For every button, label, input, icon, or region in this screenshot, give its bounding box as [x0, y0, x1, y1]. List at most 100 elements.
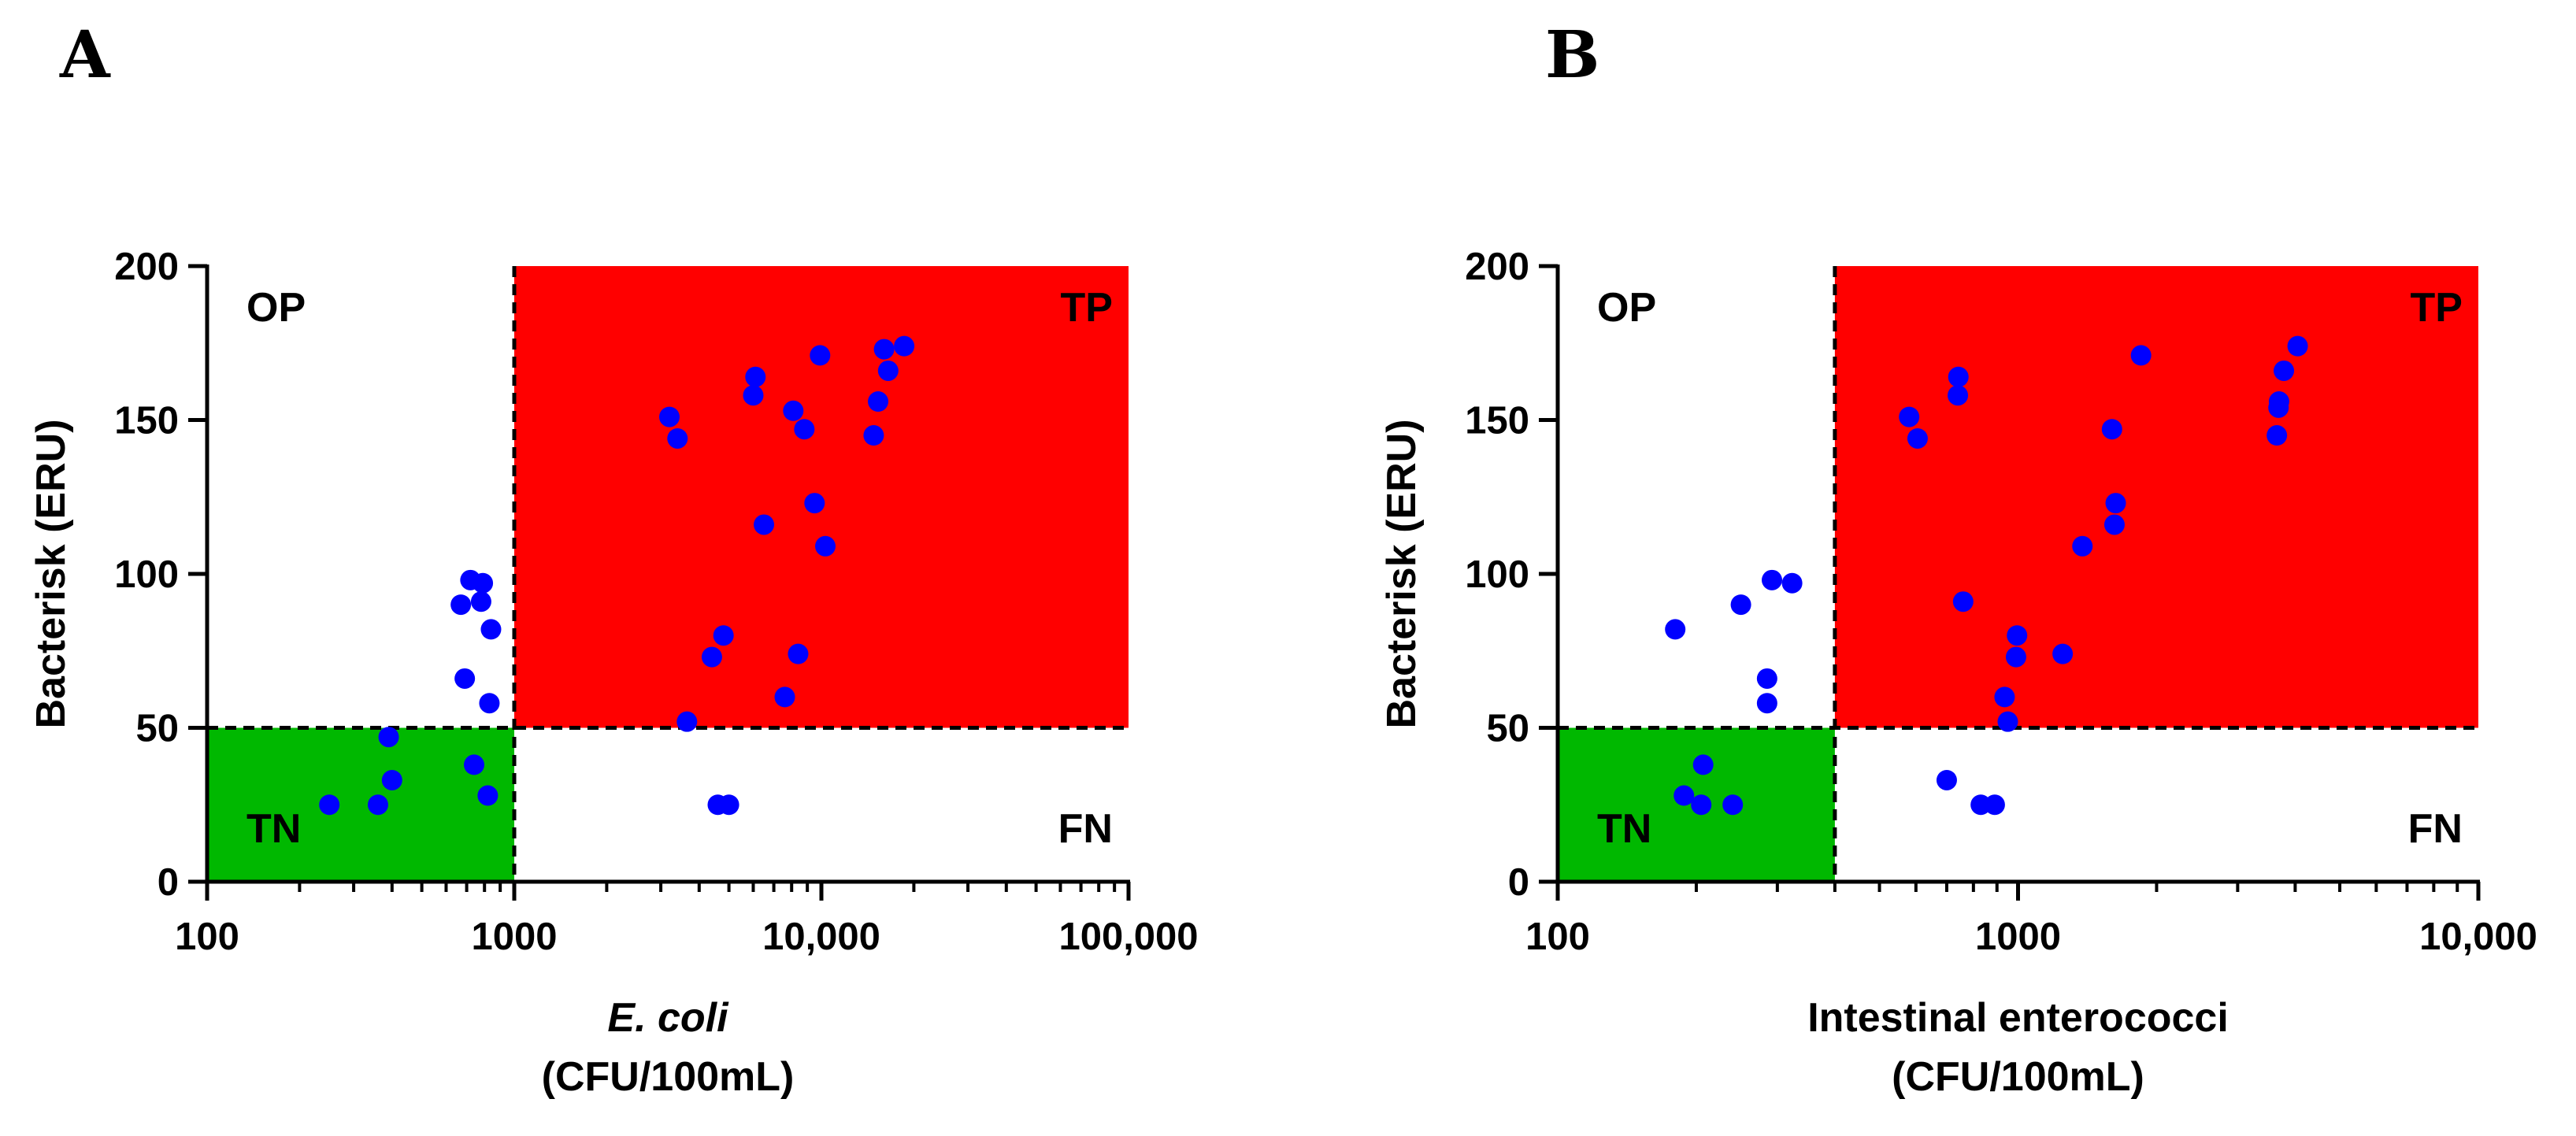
y-axis-label: Bacterisk (ERU): [1379, 419, 1425, 728]
data-point: [743, 385, 764, 406]
data-point: [464, 754, 485, 775]
y-tick-label: 200: [114, 246, 179, 288]
data-point: [2072, 535, 2093, 557]
y-tick-label: 50: [135, 708, 179, 750]
data-point: [745, 366, 766, 387]
data-point: [1984, 794, 2005, 816]
y-axis-label: Bacterisk (ERU): [28, 419, 74, 728]
chart-panel-b: 0 50 100 150 200 100 1000 10,000 Bacterisk (ERU)…: [1379, 246, 2537, 1100]
quadrant-label-tp: TP: [1061, 285, 1113, 331]
data-point: [667, 427, 688, 449]
quadrant-label-tp: TP: [2411, 285, 2463, 331]
quadrant-label-fn: FN: [2408, 806, 2463, 852]
data-point: [783, 400, 804, 421]
data-point: [2105, 493, 2126, 514]
data-point: [2287, 335, 2308, 357]
data-point: [381, 769, 402, 790]
data-point: [1673, 785, 1695, 806]
data-point: [1948, 385, 1969, 406]
x-tick-label: 1000: [1975, 916, 2061, 958]
data-point: [2007, 625, 2028, 646]
data-point: [450, 594, 472, 616]
data-point: [1948, 366, 1969, 387]
data-point: [1665, 619, 1686, 640]
data-point: [810, 345, 831, 366]
data-point: [480, 619, 502, 640]
data-point: [378, 727, 399, 748]
data-point: [1730, 594, 1751, 616]
data-point: [2267, 425, 2288, 446]
data-point: [479, 693, 500, 714]
y-tick-label: 0: [158, 861, 179, 904]
data-point: [794, 419, 815, 440]
data-point: [868, 391, 889, 413]
quadrant-label-fn: FN: [1058, 806, 1113, 852]
panel-label-b: B: [1545, 17, 1600, 93]
data-point: [754, 514, 775, 535]
x-tick-label: 1000: [471, 916, 557, 958]
data-point: [659, 406, 680, 427]
x-tick-label: 10,000: [762, 916, 880, 958]
panel-label-a: A: [60, 17, 110, 93]
data-point: [701, 646, 722, 668]
data-point: [1762, 569, 1783, 590]
data-point: [804, 493, 825, 514]
x-axis-label: Intestinal enterococci: [1807, 995, 2229, 1041]
data-point: [1907, 427, 1928, 449]
data-point: [470, 591, 491, 612]
x-axis-label: E. coli: [607, 995, 729, 1041]
tn-region-a: [207, 727, 514, 882]
data-point: [2052, 643, 2074, 664]
data-point: [2274, 360, 2295, 381]
data-point: [774, 686, 795, 708]
data-point: [873, 339, 895, 360]
x-axis-unit-label: (CFU/100mL): [1892, 1054, 2144, 1100]
data-point: [788, 643, 809, 664]
y-tick-label: 100: [114, 553, 179, 596]
data-point: [1756, 693, 1777, 714]
data-point: [367, 794, 388, 816]
data-point: [713, 625, 734, 646]
data-point: [1781, 572, 1803, 594]
quadrant-label-tn: TN: [1597, 806, 1651, 852]
data-point: [676, 711, 698, 732]
data-point: [1756, 668, 1777, 689]
data-point: [1692, 754, 1714, 775]
data-point: [894, 335, 915, 357]
data-point: [2130, 345, 2152, 366]
y-tick-label: 0: [1508, 861, 1529, 904]
x-axis-unit-label: (CFU/100mL): [542, 1054, 795, 1100]
data-point: [2005, 646, 2026, 668]
data-point: [319, 794, 340, 816]
data-point: [2101, 419, 2122, 440]
y-tick-label: 200: [1465, 246, 1529, 288]
data-point: [473, 572, 494, 594]
data-point: [718, 794, 739, 816]
y-tick-label: 100: [1465, 553, 1529, 596]
data-point: [1952, 591, 1974, 612]
data-point: [1936, 769, 1957, 790]
data-point: [454, 668, 476, 689]
data-point: [1722, 794, 1744, 816]
data-point: [1691, 794, 1712, 816]
x-tick-label: 10,000: [2419, 916, 2537, 958]
data-point: [877, 360, 899, 381]
data-point: [2103, 514, 2125, 535]
quadrant-label-op: OP: [246, 285, 306, 331]
tp-region-b: [1834, 266, 2478, 728]
data-point: [477, 785, 499, 806]
y-tick-label: 50: [1486, 708, 1529, 750]
chart-panel-a: 0 50 100 150 200 100 1000 10,000 100,000 Bacteris…: [28, 246, 1199, 1100]
data-point: [863, 425, 884, 446]
quadrant-label-tn: TN: [246, 806, 301, 852]
y-tick-label: 150: [114, 400, 179, 442]
x-tick-label: 100: [1525, 916, 1590, 958]
data-point: [1994, 686, 2015, 708]
data-point: [815, 535, 836, 557]
x-tick-label: 100: [175, 916, 239, 958]
data-point: [2268, 391, 2289, 413]
data-point: [1997, 711, 2018, 732]
y-tick-label: 150: [1465, 400, 1529, 442]
x-tick-label: 100,000: [1058, 916, 1198, 958]
quadrant-label-op: OP: [1597, 285, 1656, 331]
